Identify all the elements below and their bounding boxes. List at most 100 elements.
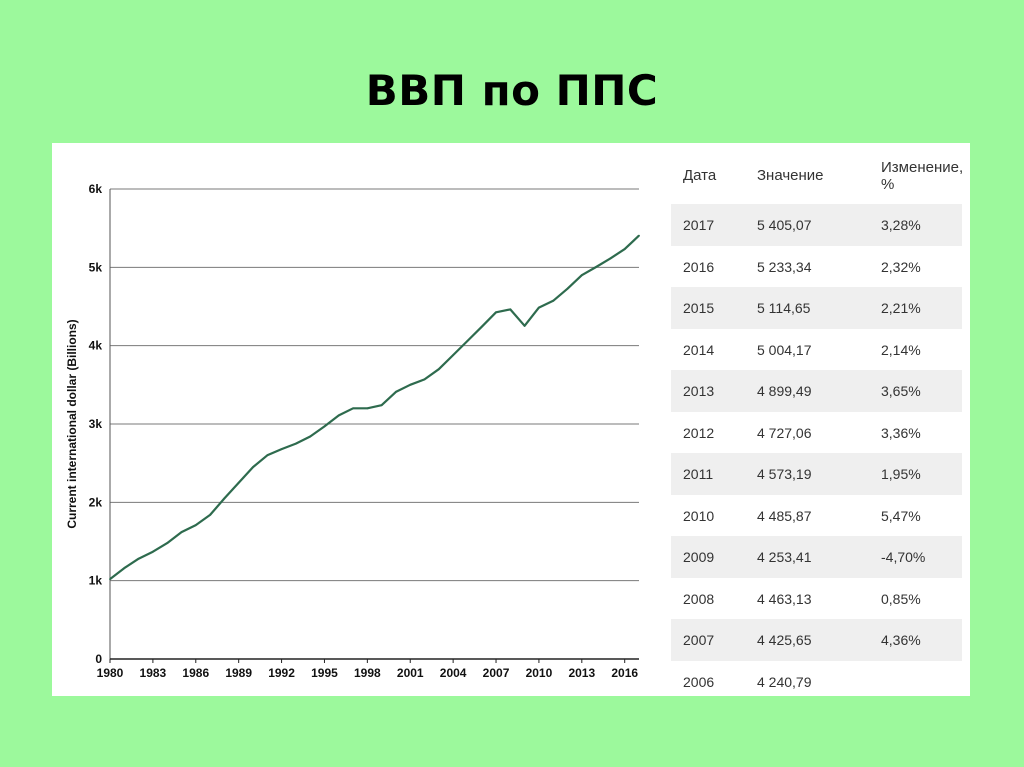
y-axis-label: Current international dollar (Billions) <box>65 319 79 528</box>
data-point <box>152 550 154 553</box>
x-tick-label: 2016 <box>611 666 638 680</box>
data-point <box>538 306 540 309</box>
cell-date: 2007 <box>683 632 715 648</box>
cell-change: 2,14% <box>881 341 921 358</box>
slide-title: ВВП по ППС <box>365 66 659 115</box>
header-change: Изменение, % <box>881 159 964 193</box>
cell-change: 4,36% <box>881 632 921 648</box>
cell-value: 4 485,87 <box>757 507 812 524</box>
x-tick-label: 1989 <box>225 666 252 680</box>
data-point <box>280 448 283 450</box>
cell-value: 4 253,41 <box>757 549 812 565</box>
header-value: Значение <box>757 167 824 184</box>
data-point <box>638 234 640 237</box>
data-point <box>509 308 512 311</box>
table-row: 2007 4 425,65 4,36% <box>671 619 962 661</box>
cell-change: 5,47% <box>881 507 921 524</box>
data-point <box>295 442 297 445</box>
table-header: Дата Значение Изменение, % <box>671 157 963 204</box>
cell-change: 0,85% <box>881 590 921 607</box>
data-point <box>552 299 555 302</box>
data-point <box>180 531 183 533</box>
table-row: 2011 4 573,19 1,95% <box>671 453 962 495</box>
table-row: 2016 5 233,34 2,32% <box>671 246 962 288</box>
data-point <box>495 311 497 314</box>
data-point <box>423 378 426 381</box>
data-point <box>523 324 526 327</box>
gdp-table: Дата Значение Изменение, % 2017 5 405,07 3… <box>671 157 963 702</box>
table-row: 2009 4 253,41 -4,70% <box>671 536 962 578</box>
x-tick-label: 2004 <box>440 666 467 680</box>
table-row: 2015 5 114,65 2,21% <box>671 287 962 329</box>
data-point <box>223 497 226 500</box>
table-row: 2017 5 405,07 3,28% <box>671 204 962 246</box>
y-tick-label: 1k <box>89 574 103 588</box>
data-point <box>580 274 583 277</box>
y-tick-label: 0 <box>95 652 102 666</box>
cell-value: 4 463,13 <box>757 590 812 607</box>
x-tick-label: 2001 <box>397 666 424 680</box>
x-tick-label: 1983 <box>140 666 167 680</box>
y-tick-label: 6k <box>89 182 103 196</box>
data-point <box>309 435 312 438</box>
cell-change: 3,28% <box>881 217 921 233</box>
cell-date: 2017 <box>683 217 715 233</box>
cell-change: 2,32% <box>881 258 921 275</box>
cell-change: 2,21% <box>881 300 921 316</box>
data-point <box>194 524 197 526</box>
data-point <box>109 578 111 580</box>
table-row: 2013 4 899,49 3,65% <box>671 370 962 412</box>
data-point <box>123 567 126 569</box>
data-point <box>137 557 140 560</box>
data-point <box>609 257 612 260</box>
cell-date: 2014 <box>683 341 715 358</box>
cell-value: 5 114,65 <box>757 300 811 316</box>
data-point <box>323 425 326 428</box>
data-point <box>623 248 626 250</box>
x-tick-label: 1992 <box>268 666 295 680</box>
data-point <box>437 368 440 371</box>
data-point <box>166 542 169 544</box>
data-point <box>566 287 569 290</box>
cell-date: 2009 <box>683 549 715 565</box>
cell-value: 4 899,49 <box>757 383 812 399</box>
y-tick-label: 2k <box>89 495 103 509</box>
y-tick-label: 4k <box>89 339 103 353</box>
cell-change: -4,70% <box>881 549 926 565</box>
cell-change: 3,36% <box>881 424 921 441</box>
header-date: Дата <box>683 167 717 184</box>
cell-date: 2008 <box>683 590 715 607</box>
data-point <box>480 325 483 328</box>
cell-date: 2016 <box>683 258 715 275</box>
cell-value: 5 004,17 <box>757 341 812 358</box>
table-row: 2008 4 463,13 0,85% <box>671 578 962 620</box>
data-point <box>337 414 340 417</box>
x-tick-label: 1995 <box>311 666 338 680</box>
cell-date: 2015 <box>683 300 715 316</box>
cell-value: 4 425,65 <box>757 632 812 648</box>
series-line <box>109 234 640 580</box>
cell-change: 1,95% <box>881 466 921 482</box>
cell-date: 2006 <box>683 673 715 690</box>
x-tick-label: 2013 <box>568 666 595 680</box>
cell-value: 5 405,07 <box>757 217 812 233</box>
x-tick-label: 2007 <box>483 666 510 680</box>
content-panel: 0 1k 2k 3k 4k 5k 6k 1980 1983 1986 1989 1992 1995 199… <box>52 143 970 696</box>
data-point <box>352 407 354 410</box>
data-point <box>380 404 383 407</box>
x-tick-label: 1998 <box>354 666 381 680</box>
data-point <box>466 340 469 342</box>
gdp-line-chart: 0 1k 2k 3k 4k 5k 6k 1980 1983 1986 1989 1992 1995 199… <box>65 182 640 680</box>
x-tick-label: 2010 <box>526 666 553 680</box>
data-point <box>409 383 412 386</box>
y-tick-label: 3k <box>89 417 103 431</box>
table-row: 2006 4 240,79 <box>671 661 962 703</box>
table-body: 2017 5 405,07 3,28% 2016 5 233,34 2,32% 2015 5 … <box>671 204 962 702</box>
data-point <box>595 266 597 268</box>
data-point <box>266 454 269 457</box>
cell-date: 2013 <box>683 383 715 399</box>
data-point <box>452 354 454 356</box>
cell-date: 2010 <box>683 507 715 524</box>
x-tick-label: 1980 <box>97 666 124 680</box>
y-tick-label: 5k <box>89 260 103 274</box>
